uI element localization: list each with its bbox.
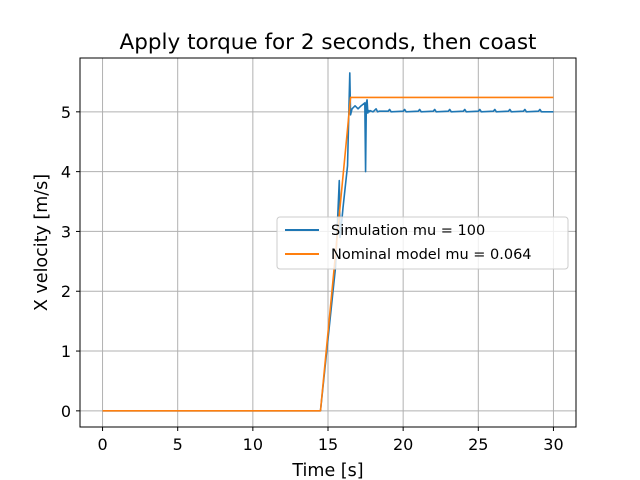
x-tick-label: 5	[173, 435, 183, 454]
ticks: 0 5 10 15 20 25 30 0 1 2 3 4 5	[61, 103, 564, 454]
x-tick-label: 25	[468, 435, 488, 454]
legend-label-nominal-model: Nominal model mu = 0.064	[331, 247, 532, 263]
y-tick-label: 5	[61, 103, 71, 122]
chart-title: Apply torque for 2 seconds, then coast	[120, 30, 537, 55]
x-tick-label: 15	[318, 435, 338, 454]
y-axis-label: X velocity [m/s]	[32, 174, 52, 311]
legend-label-simulation: Simulation mu = 100	[331, 223, 485, 239]
x-axis-label: Time [s]	[291, 461, 363, 480]
y-tick-label: 0	[61, 402, 71, 421]
x-tick-label: 10	[243, 435, 263, 454]
x-tick-label: 20	[393, 435, 413, 454]
y-tick-label: 3	[61, 222, 71, 241]
y-tick-label: 2	[61, 282, 71, 301]
y-tick-label: 4	[61, 163, 71, 182]
x-tick-label: 0	[97, 435, 107, 454]
legend-box	[276, 216, 569, 270]
series-line-simulation	[102, 72, 554, 412]
x-tick-label: 30	[543, 435, 563, 454]
legend: Simulation mu = 100 Nominal model mu = 0…	[276, 216, 569, 270]
y-tick-label: 1	[61, 342, 71, 361]
